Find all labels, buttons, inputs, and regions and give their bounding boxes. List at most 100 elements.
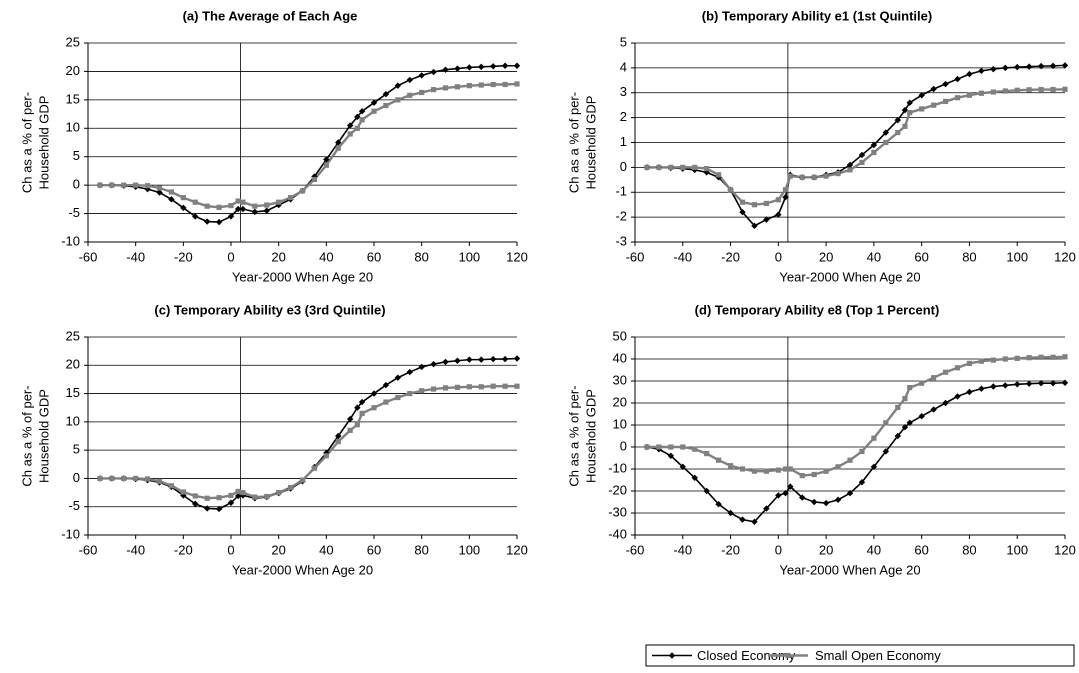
y-tick-label: -20 [608,482,627,497]
data-point [252,494,258,500]
data-point [966,70,973,78]
data-point [489,63,497,70]
data-point [276,489,282,496]
data-point [703,487,710,495]
y-tick-label: 15 [66,385,80,400]
y-tick-label: 3 [620,84,627,99]
data-point [478,82,484,88]
data-point [251,208,259,216]
x-tick-label: 120 [1054,542,1076,557]
data-point [859,448,865,454]
data-point [430,360,437,368]
data-point [668,164,674,170]
data-point [775,211,782,218]
data-point [335,139,342,146]
data-point [882,129,890,136]
y-tick-label: 50 [613,328,627,343]
chart-title: (b) Temporary Ability e1 (1st Quintile) [702,8,932,23]
data-point [858,151,866,159]
panel: (b) Temporary Ability e1 (1st Quintile) -… [566,8,1075,284]
data-point [907,110,913,116]
data-point [1014,355,1020,361]
data-point [383,102,389,109]
data-point [782,490,789,497]
y-axis-label: Ch as a % of per- [566,385,581,486]
data-point [691,474,698,481]
data-point [514,383,520,389]
data-point [901,424,909,431]
data-point [978,358,984,364]
data-point [323,162,329,168]
data-point [775,467,781,473]
data-point [847,457,853,463]
data-point [228,203,234,209]
x-tick-label: 80 [962,249,976,264]
x-tick-label: 40 [867,542,881,557]
data-point [680,444,686,450]
data-point [763,216,770,223]
data-point [442,85,449,91]
data-point [883,139,889,146]
data-point [156,185,163,191]
data-point [931,375,937,381]
data-point [371,108,377,114]
data-point [787,466,793,472]
y-tick-label: 15 [66,91,80,106]
legend-box [645,644,1075,667]
data-point [192,493,198,499]
data-point [1026,87,1032,93]
data-point [299,188,306,194]
data-point [1038,86,1044,93]
data-point [704,451,710,457]
data-point [454,357,461,364]
data-point [871,435,877,441]
x-tick-label: -40 [673,249,692,264]
data-point [823,173,829,179]
data-point [234,205,242,213]
data-point [156,189,163,196]
data-point [716,457,722,463]
data-point [97,182,103,188]
data-point [902,396,908,402]
data-point [692,164,698,170]
data-point [918,413,925,420]
y-tick-label: 0 [73,470,80,485]
x-tick-label: -60 [79,249,98,264]
data-point [1062,354,1068,360]
y-tick-label: 5 [620,34,627,49]
data-point [168,196,175,203]
panel: (a) The Average of Each Age -10 -5 0 5 10 15 20… [19,8,527,284]
x-tick-label: 40 [319,542,333,557]
y-tick-label: -10 [61,233,80,248]
x-tick-label: 0 [227,249,234,264]
data-point [264,202,270,208]
data-point [751,518,758,525]
x-tick-label: -20 [174,249,193,264]
x-tick-label: -60 [79,542,98,557]
y-tick-label: -2 [615,209,627,224]
legend-label: Closed Economy [697,648,796,663]
x-tick-label: -40 [126,249,145,264]
data-point [466,64,473,71]
x-tick-label: 60 [914,249,928,264]
data-point [679,463,686,470]
data-point [192,213,199,220]
x-tick-label: 0 [775,249,782,264]
data-point [942,369,949,375]
data-point [490,383,496,389]
data-point [263,207,270,214]
y-tick-label: 25 [66,34,80,49]
data-point [751,202,758,208]
data-point [454,84,461,90]
x-tick-label: -60 [626,249,645,264]
x-tick-label: -40 [673,542,692,557]
y-tick-label: 1 [620,134,627,149]
data-point [168,189,175,195]
data-point [859,159,865,165]
data-point [919,380,925,386]
x-tick-label: 0 [227,542,234,557]
data-point [442,358,449,366]
y-tick-label: -40 [608,526,627,541]
data-point [1061,379,1069,386]
data-point [990,65,997,73]
